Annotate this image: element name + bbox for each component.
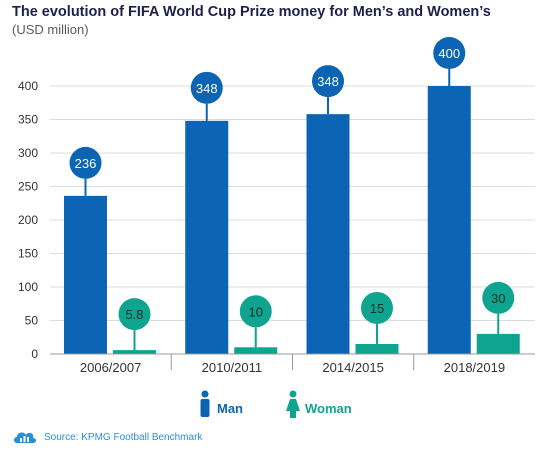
woman-icon [289,390,297,398]
x-tick-label: 2014/2015 [322,360,383,375]
women-bar [476,333,520,354]
data-label: 10 [249,304,263,319]
data-label: 400 [438,46,460,61]
legend-label-woman: Woman [305,401,352,416]
value-bubble [433,37,466,69]
man-icon [200,399,210,417]
value-bubble [361,291,393,324]
value-bubble [118,298,151,331]
value-bubble [239,295,272,328]
x-tick-label: 2010/2011 [202,360,263,375]
value-bubble [190,71,223,104]
source-note: Source: KPMG Football Benchmark [44,432,203,443]
data-label: 15 [370,301,384,316]
data-label: 348 [317,74,339,89]
y-tick-label: 200 [18,213,38,227]
y-tick-label: 350 [18,113,38,127]
chart-title: The evolution of FIFA World Cup Prize mo… [12,4,491,20]
y-tick-label: 100 [18,280,38,294]
man-icon [201,390,209,398]
data-label: 30 [491,291,505,306]
x-tick-label: 2018/2019 [444,360,505,375]
y-tick-label: 150 [18,247,38,261]
women-bar [355,343,399,354]
men-bar [427,86,471,354]
data-label: 5.8 [125,307,143,322]
legend-label-man: Man [217,401,243,416]
men-bar [306,114,350,354]
value-bubble [312,65,344,98]
y-tick-label: 400 [18,79,38,93]
men-bar [64,195,107,354]
y-tick-label: 300 [18,146,38,160]
y-tick-label: 50 [25,314,39,328]
women-bar [234,347,278,354]
y-tick-label: 0 [31,347,38,361]
y-tick-label: 250 [18,180,38,194]
value-bubble [69,146,102,179]
data-label: 348 [196,81,218,96]
women-bar [113,350,156,354]
men-bar [185,120,229,354]
x-tick-label: 2006/2007 [80,360,141,375]
data-label: 236 [75,156,97,171]
chart-subtitle: (USD million) [12,22,89,37]
cloud-bar-chart-icon [14,432,36,443]
woman-icon [286,399,300,418]
value-bubble [482,281,515,314]
